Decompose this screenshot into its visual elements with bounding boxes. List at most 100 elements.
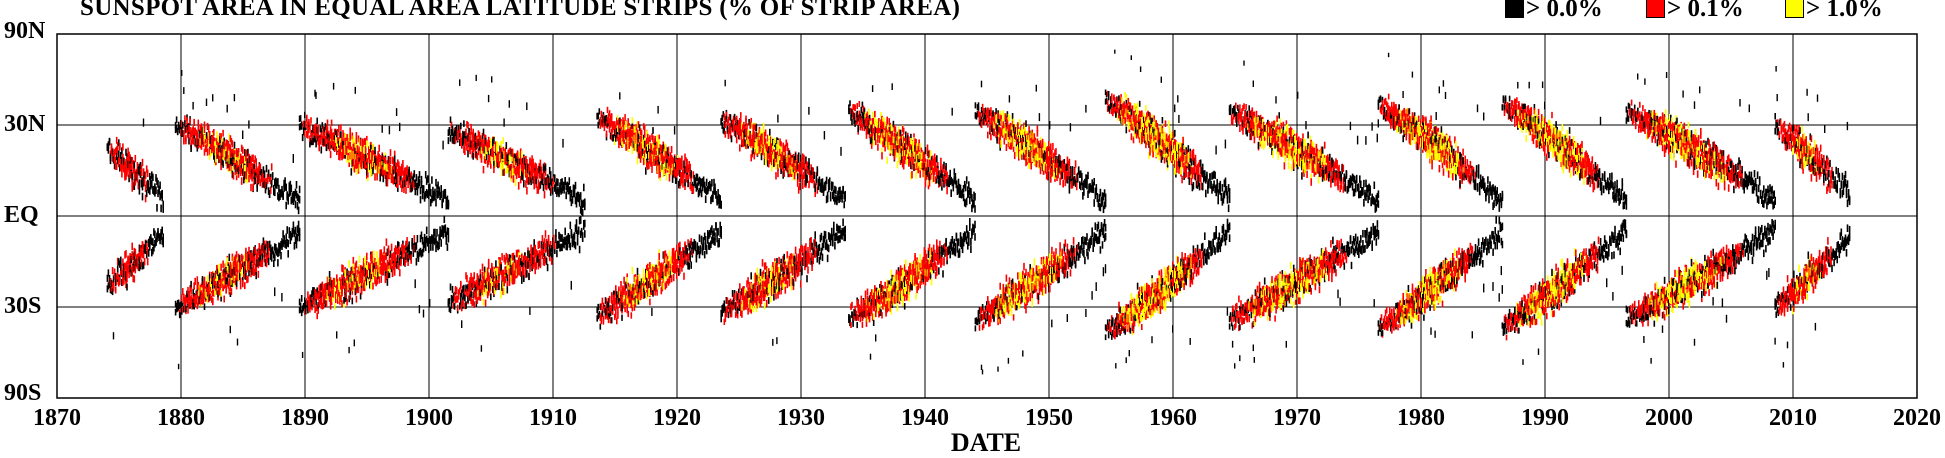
data-cell xyxy=(493,137,495,144)
data-cell xyxy=(551,257,553,264)
data-cell xyxy=(280,252,282,259)
data-cell xyxy=(631,312,633,318)
data-cell xyxy=(617,307,619,314)
data-cell xyxy=(232,140,234,147)
data-cell xyxy=(245,251,247,259)
data-cell xyxy=(451,302,453,309)
data-cell xyxy=(305,308,307,315)
data-cell xyxy=(414,170,416,177)
data-cell xyxy=(399,269,401,276)
data-cell xyxy=(649,262,651,269)
data-cell xyxy=(277,259,279,266)
data-cell xyxy=(216,131,218,138)
data-cell xyxy=(227,105,228,113)
data-cell xyxy=(234,94,235,101)
data-cell xyxy=(507,286,509,293)
data-cell xyxy=(571,281,572,290)
data-cell xyxy=(576,219,578,227)
data-cell xyxy=(547,264,549,271)
data-cell xyxy=(669,174,671,182)
data-cell xyxy=(376,173,378,180)
data-cell xyxy=(540,160,542,167)
data-cell xyxy=(146,190,148,198)
data-cell xyxy=(179,312,181,318)
data-cell xyxy=(600,324,602,330)
data-cell xyxy=(366,253,368,260)
data-cell xyxy=(452,286,454,293)
data-cell xyxy=(434,192,436,200)
data-cell xyxy=(115,287,117,294)
data-cell xyxy=(440,239,442,247)
data-cell xyxy=(338,125,340,132)
data-cell xyxy=(488,262,490,269)
data-cell xyxy=(410,256,412,263)
data-cell xyxy=(430,189,432,197)
data-cell xyxy=(148,181,150,189)
data-cell xyxy=(651,166,653,173)
data-cell xyxy=(617,312,619,318)
data-cell xyxy=(122,143,124,150)
data-cell xyxy=(386,238,388,246)
data-cell xyxy=(240,282,242,289)
data-cell xyxy=(396,108,397,116)
data-cell xyxy=(286,226,288,234)
data-cell xyxy=(423,186,425,194)
data-cell xyxy=(621,302,623,309)
data-cell xyxy=(344,270,346,277)
data-cell xyxy=(430,243,432,251)
data-cell xyxy=(254,247,256,255)
data-cell xyxy=(476,75,477,81)
data-cell xyxy=(632,267,634,274)
data-cell xyxy=(584,199,586,207)
data-cell xyxy=(415,279,416,288)
data-cell xyxy=(329,271,331,278)
data-cell xyxy=(299,196,301,204)
data-cell xyxy=(212,299,214,306)
data-cell xyxy=(119,277,121,284)
data-cell xyxy=(291,185,293,193)
data-cell xyxy=(554,175,556,183)
data-cell xyxy=(449,298,451,305)
data-cell xyxy=(543,184,545,192)
data-cell xyxy=(526,187,528,195)
data-cell xyxy=(134,275,136,282)
data-cell xyxy=(242,147,244,154)
data-cell xyxy=(357,146,359,153)
data-cell xyxy=(387,279,389,286)
data-cell xyxy=(392,270,394,277)
data-cell xyxy=(296,241,298,249)
data-cell xyxy=(416,242,418,250)
data-cell xyxy=(472,153,474,160)
data-cell xyxy=(473,301,475,308)
data-cell xyxy=(503,119,504,127)
data-cell xyxy=(517,150,519,157)
data-cell xyxy=(553,235,555,243)
data-cell xyxy=(657,106,658,114)
data-cell xyxy=(222,261,224,268)
data-cell xyxy=(644,131,646,138)
data-cell xyxy=(336,331,337,338)
data-cell xyxy=(287,250,289,258)
data-cell xyxy=(162,240,164,248)
data-cell xyxy=(333,83,334,90)
data-cell xyxy=(658,253,660,260)
data-cell xyxy=(566,243,568,251)
data-cell xyxy=(556,250,558,258)
data-cell xyxy=(266,165,268,172)
data-cell xyxy=(193,120,195,127)
data-cell xyxy=(220,264,222,271)
data-cell xyxy=(651,308,652,316)
data-cell xyxy=(204,122,206,129)
data-cell xyxy=(178,364,179,369)
data-cell xyxy=(457,305,459,312)
data-cell xyxy=(671,275,673,282)
data-cell xyxy=(194,278,196,285)
data-cell xyxy=(274,287,275,296)
data-cell xyxy=(570,243,572,251)
data-cell xyxy=(255,272,257,279)
data-cell xyxy=(416,258,418,265)
data-cell xyxy=(160,205,162,213)
data-cell xyxy=(378,145,380,152)
data-cell xyxy=(513,175,515,183)
data-cell xyxy=(372,144,374,151)
